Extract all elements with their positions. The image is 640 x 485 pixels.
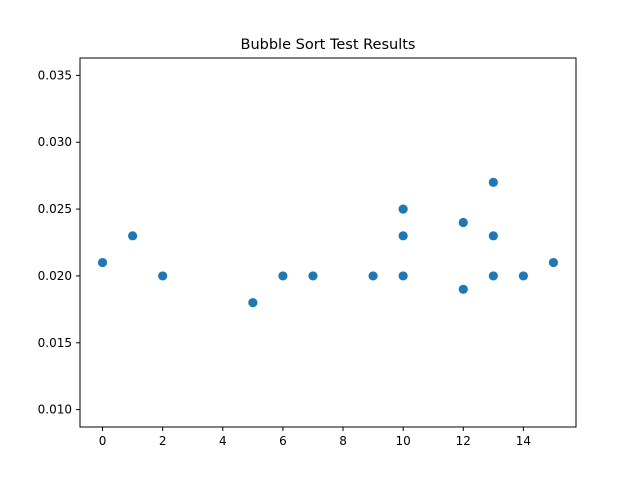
x-tick-label: 0 bbox=[99, 434, 107, 448]
plot-area-frame bbox=[79, 57, 577, 428]
y-axis-ticks: 0.010 0.015 0.020 0.025 0.030 0.035 bbox=[38, 68, 80, 417]
x-tick-label: 12 bbox=[456, 434, 471, 448]
data-point bbox=[158, 271, 168, 281]
data-point bbox=[398, 204, 408, 214]
data-point bbox=[278, 271, 288, 281]
data-point bbox=[128, 231, 138, 241]
data-point bbox=[488, 271, 498, 281]
data-point bbox=[97, 257, 108, 268]
chart-title: Bubble Sort Test Results bbox=[241, 37, 416, 53]
data-point bbox=[458, 217, 468, 228]
data-point bbox=[398, 271, 408, 281]
y-tick-label: 0.015 bbox=[38, 336, 72, 350]
data-point bbox=[308, 271, 318, 281]
data-point bbox=[548, 257, 559, 268]
data-point bbox=[488, 231, 498, 241]
x-tick-label: 14 bbox=[516, 434, 531, 448]
y-tick-label: 0.020 bbox=[38, 269, 72, 283]
data-point bbox=[368, 271, 378, 281]
x-tick-label: 10 bbox=[396, 434, 411, 448]
y-tick-label: 0.025 bbox=[38, 202, 72, 216]
data-point bbox=[248, 298, 258, 308]
x-tick-label: 4 bbox=[219, 434, 227, 448]
data-points bbox=[97, 177, 559, 308]
x-tick-label: 6 bbox=[279, 434, 287, 448]
data-point bbox=[458, 284, 468, 294]
y-tick-label: 0.010 bbox=[38, 403, 72, 417]
x-tick-label: 2 bbox=[159, 434, 167, 448]
y-tick-label: 0.030 bbox=[38, 135, 72, 149]
x-tick-label: 8 bbox=[339, 434, 347, 448]
y-tick-label: 0.035 bbox=[38, 68, 72, 82]
data-point bbox=[398, 231, 408, 241]
data-point bbox=[518, 271, 528, 281]
data-point bbox=[488, 177, 498, 187]
x-axis-ticks: 0 2 4 6 8 10 12 14 bbox=[99, 427, 531, 448]
